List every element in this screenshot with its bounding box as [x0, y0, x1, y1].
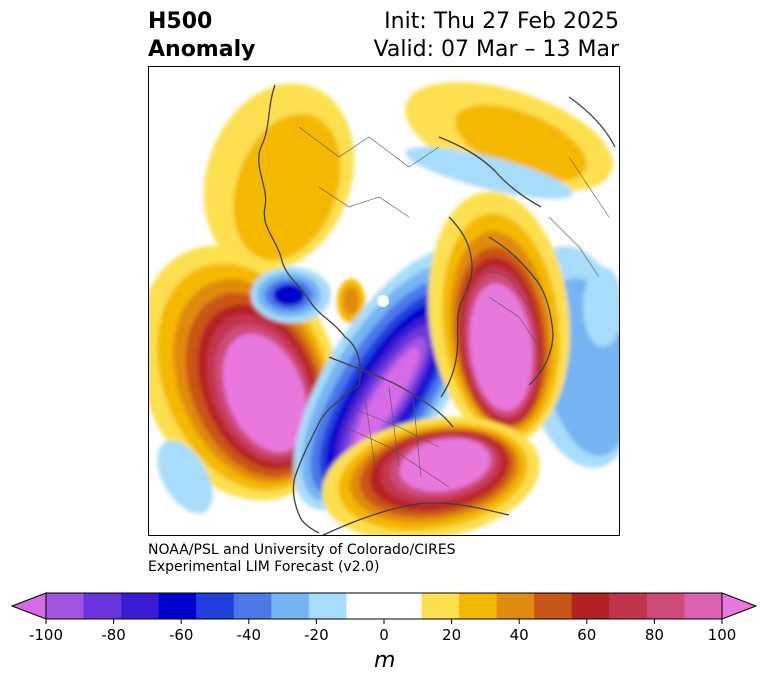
map-canvas: [149, 81, 619, 535]
colorbar-cell: [384, 593, 423, 619]
colorbar-tick-label: -40: [237, 626, 262, 644]
pacific-ridge: [149, 245, 341, 501]
north-pacific-low: [251, 267, 331, 323]
anomaly-map: [148, 66, 620, 536]
colorbar-extend-max: [721, 592, 758, 620]
colorbar-ticks: -100 -80 -60 -40 -20 0 20 40 60 80 100: [29, 619, 736, 644]
credit-text: NOAA/PSL and University of Colorado/CIRE…: [148, 542, 456, 576]
colorbar-tick-label: -60: [169, 626, 194, 644]
colorbar-cell: [496, 593, 535, 619]
colorbar-cell: [346, 593, 385, 619]
credit-line-1: NOAA/PSL and University of Colorado/CIRE…: [148, 542, 456, 558]
colorbar-cell: [46, 593, 85, 619]
coastlines: [258, 84, 616, 535]
title-variable: H500: [148, 9, 213, 34]
colorbar-cell: [196, 593, 235, 619]
colorbar-cell: [83, 593, 122, 619]
colorbar-cell: [271, 593, 310, 619]
init-date: Init: Thu 27 Feb 2025: [384, 9, 619, 34]
colorbar-tick-label: -100: [29, 626, 63, 644]
colorbar-cells: [10, 592, 758, 620]
colorbar-cell: [609, 593, 648, 619]
pole-hole: [377, 295, 389, 307]
north-america-trough: [293, 247, 485, 511]
colorbar-tick-label: 40: [510, 626, 529, 644]
colorbar-cell: [121, 593, 160, 619]
colorbar-cell: [421, 593, 460, 619]
colorbar-cell: [233, 593, 272, 619]
colorbar-cell: [684, 593, 723, 619]
title-right: Init: Thu 27 Feb 2025 Valid: 07 Mar – 13…: [374, 8, 619, 64]
borders: [298, 126, 610, 488]
colorbar-cell: [459, 593, 498, 619]
title-left: H500 Anomaly: [148, 8, 255, 64]
title-anomaly: Anomaly: [148, 37, 256, 62]
colorbar-unit: m: [374, 648, 396, 673]
colorbar-extend-min: [10, 592, 47, 620]
colorbar-cell: [646, 593, 685, 619]
credit-line-2: Experimental LIM Forecast (v2.0): [148, 559, 380, 575]
valid-range: Valid: 07 Mar – 13 Mar: [373, 37, 619, 62]
colorbar-cell: [534, 593, 573, 619]
colorbar-cell: [308, 593, 347, 619]
colorbar-cell: [158, 593, 197, 619]
colorbar-tick-label: -20: [304, 626, 329, 644]
colorbar-tick-label: 20: [442, 626, 461, 644]
colorbar-tick-label: 0: [379, 626, 389, 644]
colorbar-tick-label: -80: [101, 626, 126, 644]
colorbar: -100 -80 -60 -40 -20 0 20 40 60 80 100: [10, 592, 758, 644]
colorbar-tick-label: 60: [577, 626, 596, 644]
colorbar-tick-label: 100: [708, 626, 737, 644]
colorbar-cell: [571, 593, 610, 619]
colorbar-tick-label: 80: [645, 626, 664, 644]
